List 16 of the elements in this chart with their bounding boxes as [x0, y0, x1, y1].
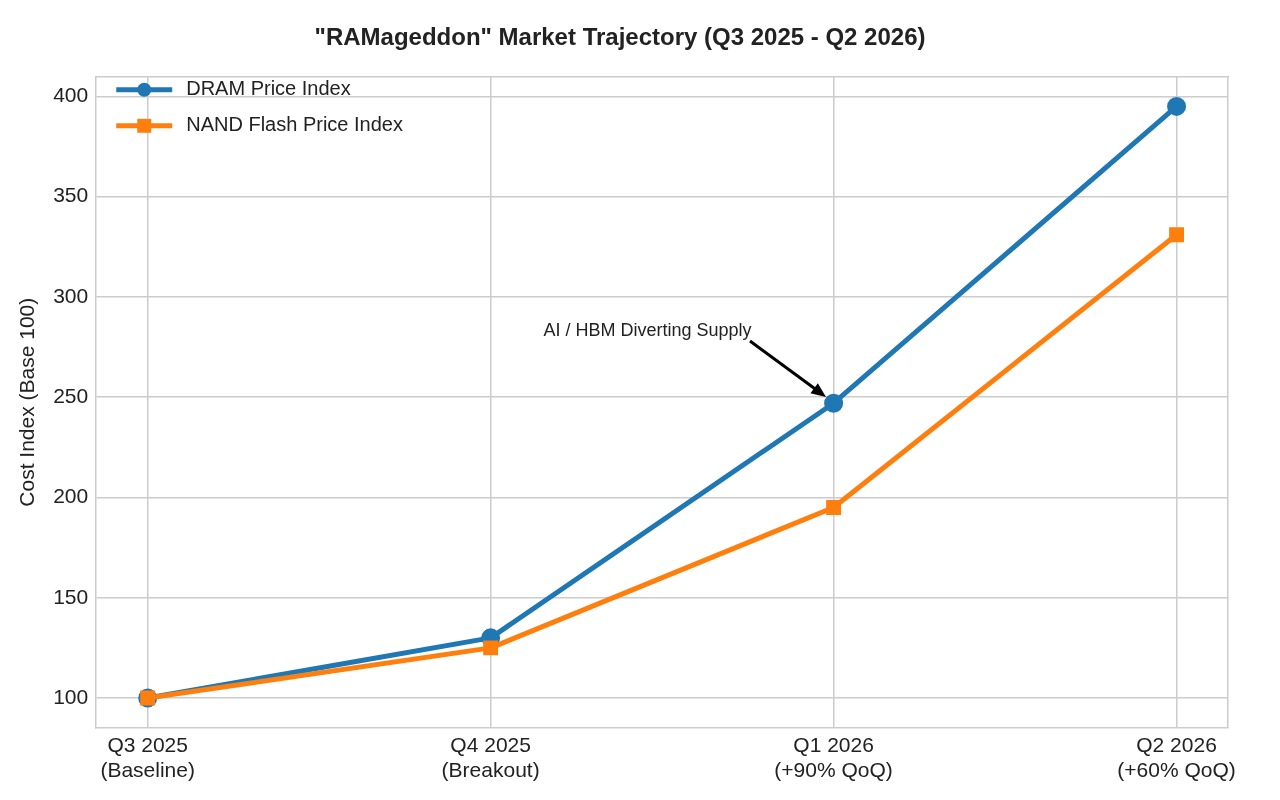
y-tick-label: 300 [53, 283, 89, 307]
x-tick-label: Q1 2026 (+90% QoQ) [774, 733, 893, 782]
y-tick-label: 250 [53, 383, 89, 407]
x-tick-label: Q4 2025 (Breakout) [441, 733, 540, 782]
annotation: AI / HBM Diverting Supply [543, 320, 752, 341]
x-tick-label: Q2 2026 (+60% QoQ) [1117, 733, 1236, 782]
y-tick-label: 400 [53, 83, 89, 107]
chart-title: "RAMageddon" Market Trajectory (Q3 2025 - Q2 2026) [314, 23, 926, 51]
x-tick-label: Q3 2025 (Baseline) [100, 733, 195, 782]
legend-label: DRAM Price Index [186, 77, 351, 100]
y-tick-label: 150 [53, 584, 89, 608]
y-axis-title: Cost Index (Base 100) [15, 297, 39, 507]
y-tick-label: 200 [53, 484, 89, 508]
legend-label: NAND Flash Price Index [186, 113, 403, 136]
y-tick-label: 100 [53, 684, 89, 708]
y-tick-label: 350 [53, 183, 89, 207]
